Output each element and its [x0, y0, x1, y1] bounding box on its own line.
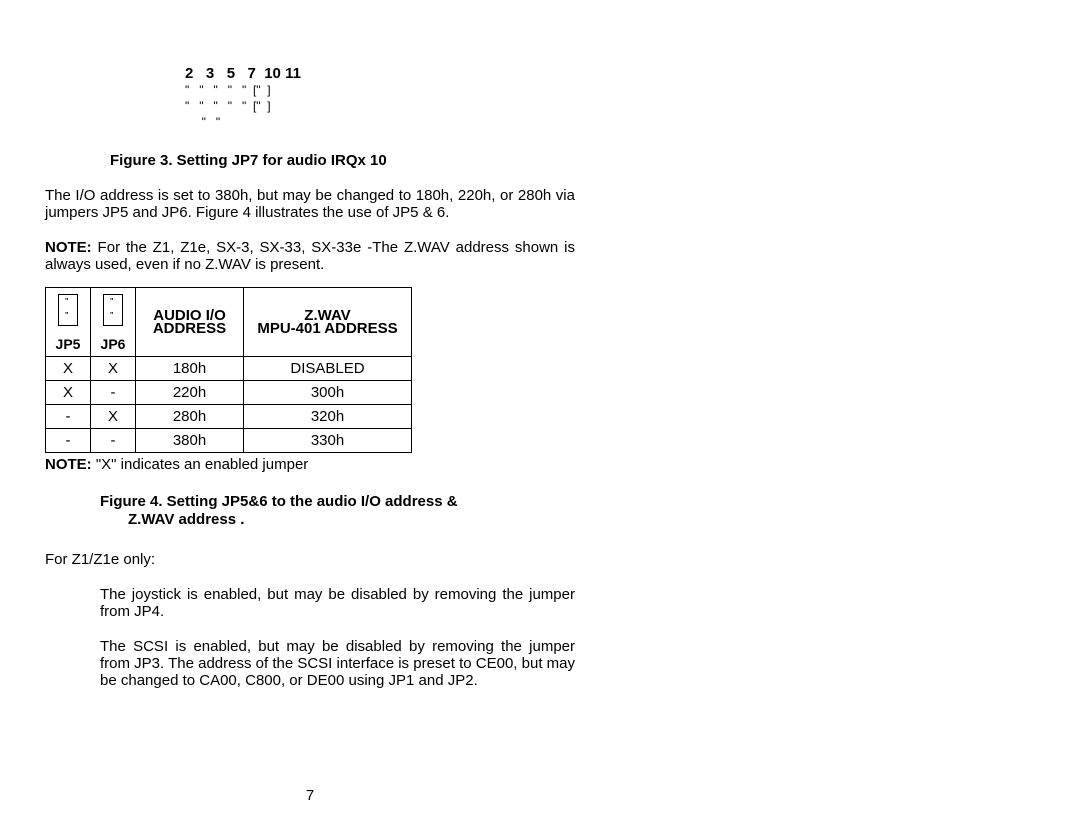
cell-zwav: 300h — [244, 381, 412, 405]
cell-jp6: - — [91, 381, 136, 405]
table-note: NOTE: "X" indicates an enabled jumper — [45, 456, 575, 473]
table-row: X - 220h 300h — [46, 381, 412, 405]
content-column: 2 3 5 7 10 11 " " " " " [" ] " " " " " [… — [45, 65, 575, 689]
cell-audio: 280h — [136, 405, 244, 429]
note-text: For the Z1, Z1e, SX-3, SX-33, SX-33e -Th… — [45, 239, 575, 273]
page-number: 7 — [45, 787, 575, 804]
zwav-header-l2: MPU-401 ADDRESS — [257, 320, 397, 337]
figure3-caption: Figure 3. Setting JP7 for audio IRQx 10 — [110, 152, 575, 169]
scsi-paragraph: The SCSI is enabled, but may be disabled… — [100, 638, 575, 689]
irq-header: 2 3 5 7 10 11 — [185, 65, 575, 82]
note-zwav: NOTE: For the Z1, Z1e, SX-3, SX-33, SX-3… — [45, 239, 575, 273]
cell-zwav: DISABLED — [244, 357, 412, 381]
irq-row-3: " " — [185, 114, 575, 130]
table-row: - X 280h 320h — [46, 405, 412, 429]
jp5-header-cell: " " JP5 — [46, 288, 91, 357]
table-row: - - 380h 330h — [46, 429, 412, 453]
io-address-paragraph: The I/O address is set to 380h, but may … — [45, 187, 575, 221]
figure3-diagram: 2 3 5 7 10 11 " " " " " [" ] " " " " " [… — [185, 65, 575, 130]
table-note-text: "X" indicates an enabled jumper — [92, 456, 309, 473]
zwav-header: Z.WAV MPU-401 ADDRESS — [244, 288, 412, 357]
note-label: NOTE: — [45, 239, 92, 256]
jumper-table-area: " " JP5 " " JP6 AUDIO I/O AD — [45, 287, 575, 473]
jp6-header-cell: " " JP6 — [91, 288, 136, 357]
jp6-jumper-icon: " " — [103, 294, 123, 326]
table-row: X X 180h DISABLED — [46, 357, 412, 381]
cell-jp5: X — [46, 357, 91, 381]
cell-audio: 180h — [136, 357, 244, 381]
cell-jp5: - — [46, 405, 91, 429]
cell-zwav: 330h — [244, 429, 412, 453]
cell-audio: 380h — [136, 429, 244, 453]
figure4-caption: Figure 4. Setting JP5&6 to the audio I/O… — [100, 493, 575, 529]
jp5-jumper-icon: " " — [58, 294, 78, 326]
jumper-table: " " JP5 " " JP6 AUDIO I/O AD — [45, 287, 412, 453]
cell-jp5: X — [46, 381, 91, 405]
irq-row-1: " " " " " [" ] — [185, 82, 575, 98]
cell-zwav: 320h — [244, 405, 412, 429]
audio-header: AUDIO I/O ADDRESS — [136, 288, 244, 357]
for-z1-line: For Z1/Z1e only: — [45, 551, 575, 568]
cell-jp5: - — [46, 429, 91, 453]
jp6-label: JP6 — [91, 336, 135, 352]
irq-row-2: " " " " " [" ] — [185, 98, 575, 114]
cell-jp6: X — [91, 357, 136, 381]
figure4-caption-l2: Z.WAV address . — [128, 511, 244, 528]
cell-jp6: X — [91, 405, 136, 429]
cell-audio: 220h — [136, 381, 244, 405]
cell-jp6: - — [91, 429, 136, 453]
figure4-caption-l1: Figure 4. Setting JP5&6 to the audio I/O… — [100, 493, 458, 510]
jp5-label: JP5 — [46, 336, 90, 352]
joystick-paragraph: The joystick is enabled, but may be disa… — [100, 586, 575, 620]
table-note-label: NOTE: — [45, 456, 92, 473]
page: 2 3 5 7 10 11 " " " " " [" ] " " " " " [… — [0, 0, 1080, 834]
